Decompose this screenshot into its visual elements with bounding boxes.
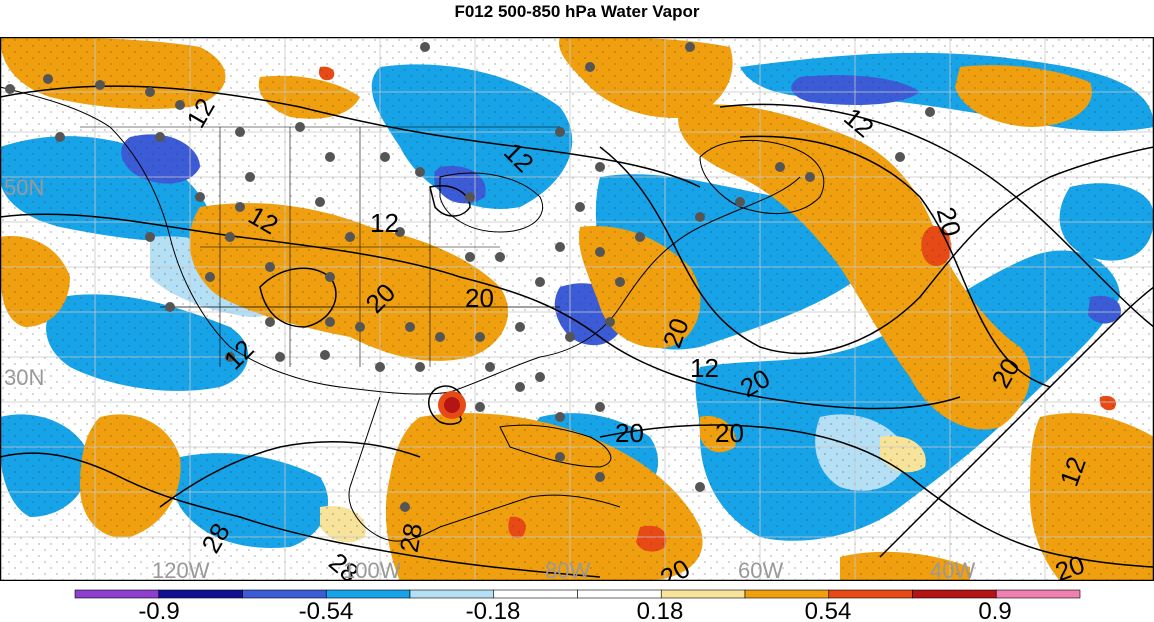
contour-label: 28 <box>394 521 429 555</box>
colorbar-swatch <box>912 589 997 599</box>
lon-label-40w: 40W <box>930 558 975 581</box>
chart-title: F012 500-850 hPa Water Vapor <box>454 2 700 21</box>
colorbar-swatch <box>744 589 830 599</box>
lon-label-100w: 100W <box>343 558 401 581</box>
colorbar-label: 0.18 <box>637 598 684 622</box>
contour-label: 12 <box>690 353 719 383</box>
contour-label: 20 <box>465 283 494 313</box>
lat-label-30n: 30N <box>4 365 44 390</box>
colorbar-boxes <box>74 589 1081 599</box>
colorbar-swatch <box>493 589 578 599</box>
colorbar-label: 0.9 <box>978 598 1011 622</box>
colorbar-label: 0.54 <box>805 598 852 622</box>
lon-label-60w: 60W <box>738 558 783 581</box>
colorbar-swatch <box>409 589 495 599</box>
contour-label: 12 <box>370 208 399 238</box>
lon-label-80w: 80W <box>545 558 590 581</box>
colorbar-swatch <box>158 589 243 599</box>
lat-lon-grid <box>0 37 1154 581</box>
colorbar-swatch <box>74 589 160 599</box>
contour-lines <box>0 85 1154 578</box>
colorbar: -0.9 -0.54 -0.18 0.18 0.54 0.9 <box>74 589 1081 622</box>
contour-label: 20 <box>715 418 744 448</box>
colorbar-swatch <box>242 589 327 599</box>
colorbar-swatch <box>995 589 1081 599</box>
colorbar-label: -0.54 <box>299 598 354 622</box>
significance-stippling <box>0 37 1154 581</box>
vortex-core <box>438 391 466 419</box>
colorbar-label: -0.18 <box>466 598 521 622</box>
contour-label: 20 <box>615 418 644 448</box>
station-markers <box>5 42 935 512</box>
colorbar-swatch <box>325 589 411 599</box>
longitude-labels: 120W 100W 80W 60W 40W <box>152 558 975 581</box>
lat-label-50n: 50N <box>4 175 44 200</box>
coastlines-and-borders <box>0 86 825 542</box>
water-vapor-map: 12 12 12 12 12 12 12 12 20 20 20 20 20 2… <box>0 37 1154 581</box>
colorbar-swatch <box>577 589 662 599</box>
colorbar-swatch <box>828 589 913 599</box>
colorbar-labels: -0.9 -0.54 -0.18 0.18 0.54 0.9 <box>138 598 1011 622</box>
latitude-labels: 50N 30N <box>4 175 44 390</box>
colorbar-label: -0.9 <box>138 598 179 622</box>
colorbar-swatch <box>660 589 746 599</box>
lon-label-120w: 120W <box>152 558 210 581</box>
